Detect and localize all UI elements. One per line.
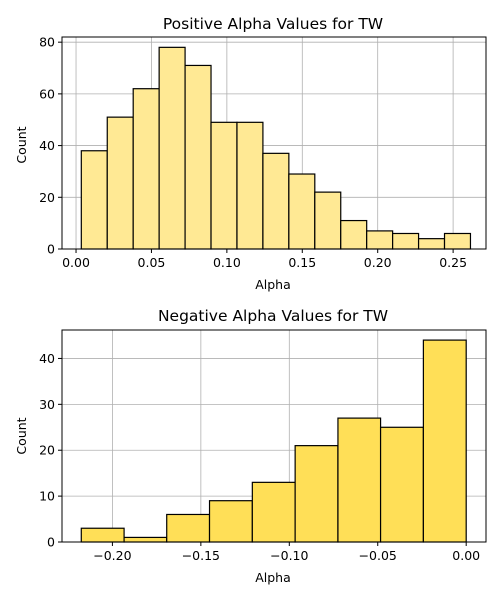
histogram-bar — [288, 173, 316, 250]
chart-title: Positive Alpha Values for TW — [163, 15, 383, 33]
histogram-bar — [158, 46, 186, 250]
histogram-bar — [379, 426, 424, 543]
histogram-bar — [236, 121, 264, 250]
x-axis-label: Alpha — [255, 570, 291, 585]
histogram-bar — [422, 339, 467, 543]
histogram-bar — [184, 64, 212, 250]
histogram-bar — [123, 536, 168, 543]
histogram-bar — [106, 116, 134, 250]
x-tick-label: −0.05 — [359, 548, 397, 563]
chart-positive-alpha: Positive Alpha Values for TW Alpha Count… — [14, 15, 487, 292]
y-tick-label: 20 — [39, 190, 55, 205]
plot-frame — [61, 36, 487, 250]
histogram-bar — [208, 500, 253, 543]
y-tick-label: 30 — [39, 397, 55, 412]
y-tick-label: 10 — [39, 489, 55, 504]
histogram-bar — [166, 513, 211, 543]
histogram-bar — [392, 232, 420, 250]
histogram-bar — [262, 152, 290, 250]
x-tick-label: 0.00 — [62, 255, 90, 270]
histogram-bar — [366, 230, 394, 250]
histogram-bar — [314, 191, 342, 250]
x-tick-label: 0.00 — [452, 548, 480, 563]
plot-frame — [61, 329, 487, 543]
x-tick-label: 0.15 — [288, 255, 316, 270]
x-tick-label: 0.10 — [213, 255, 241, 270]
y-tick-label: 20 — [39, 443, 55, 458]
histogram-bar — [294, 445, 339, 543]
histogram-bar — [210, 121, 238, 250]
histogram-bar — [337, 417, 382, 543]
y-tick-label: 0 — [47, 535, 55, 550]
histogram-bar — [443, 232, 472, 250]
histogram-bar — [251, 481, 296, 543]
chart-title: Negative Alpha Values for TW — [158, 307, 388, 325]
y-tick-label: 40 — [39, 351, 55, 366]
histogram-bar — [340, 219, 368, 250]
y-tick-label: 40 — [39, 138, 55, 153]
x-tick-label: 0.05 — [138, 255, 166, 270]
y-tick-label: 60 — [39, 86, 55, 101]
x-tick-label: −0.15 — [182, 548, 220, 563]
x-axis-label: Alpha — [255, 277, 291, 292]
histogram-bar — [132, 88, 160, 250]
x-tick-label: −0.20 — [93, 548, 131, 563]
histogram-bar — [80, 150, 108, 250]
x-tick-label: −0.10 — [270, 548, 308, 563]
chart-negative-alpha: Negative Alpha Values for TW Alpha Count… — [14, 307, 487, 585]
x-tick-label: 0.20 — [364, 255, 392, 270]
y-tick-label: 80 — [39, 35, 55, 50]
y-axis-label: Count — [14, 126, 29, 163]
histogram-bar — [80, 527, 125, 543]
x-tick-label: 0.25 — [439, 255, 467, 270]
y-axis-label: Count — [14, 417, 29, 454]
y-tick-label: 0 — [47, 242, 55, 257]
histogram-bar — [417, 238, 446, 250]
